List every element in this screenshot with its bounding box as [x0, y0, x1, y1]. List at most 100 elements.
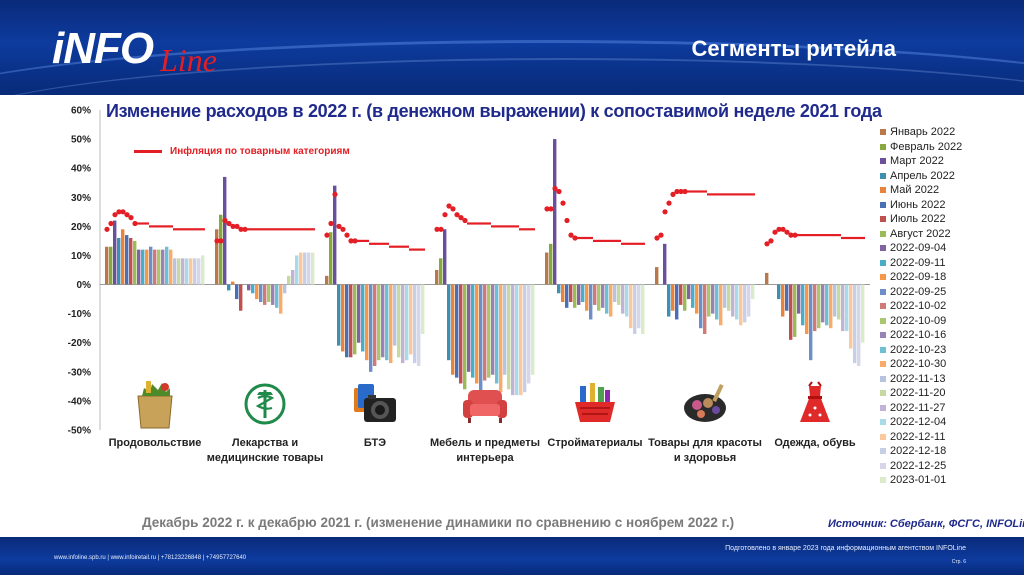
legend-swatch: [880, 390, 886, 397]
inflation-point: [352, 238, 358, 244]
legend-label: 2022-12-04: [890, 416, 947, 429]
inflation-point: [328, 220, 334, 227]
bar: [715, 284, 719, 320]
inflation-point: [682, 188, 688, 195]
bar: [105, 246, 109, 285]
inflation-point: [434, 226, 440, 232]
inflation-point: [132, 220, 138, 227]
legend-label: Июнь 2022: [890, 198, 946, 211]
y-tick-label: 60%: [71, 106, 91, 117]
bar: [109, 246, 113, 285]
bar: [413, 284, 417, 364]
inflation-point: [242, 226, 248, 232]
inflation-point: [564, 217, 570, 224]
inflation-point: [446, 203, 452, 209]
bar: [357, 284, 361, 343]
y-tick-label: 50%: [71, 135, 91, 146]
source-note: Источник: Сбербанк, ФСГС, INFOLine: [828, 518, 1024, 530]
inflation-point: [116, 209, 122, 215]
footer-banner: [0, 537, 1024, 575]
bar: [117, 238, 121, 285]
bar: [373, 284, 377, 366]
bar: [193, 258, 197, 285]
bar: [723, 284, 727, 308]
legend-label: Март 2022: [890, 155, 944, 168]
inflation-point: [662, 209, 668, 215]
legend-swatch: [880, 433, 886, 440]
inflation-point: [784, 229, 790, 235]
inflation-point: [678, 188, 684, 195]
legend-item: 2022-12-25: [880, 459, 990, 474]
legend-swatch: [880, 303, 886, 310]
legend-item: 2022-10-30: [880, 357, 990, 372]
legend-label: Август 2022: [890, 227, 951, 240]
bar: [601, 284, 605, 308]
bar: [141, 249, 145, 285]
subtitle-note: Декабрь 2022 г. к декабрю 2021 г. (измен…: [142, 515, 735, 530]
bar: [255, 284, 259, 300]
legend-label: 2022-09-18: [890, 271, 947, 284]
bar: [113, 220, 117, 285]
footer-prepared: Подготовлено в январе 2023 года информац…: [725, 545, 966, 552]
inflation-point: [556, 188, 562, 195]
bar: [421, 284, 425, 334]
bar: [353, 284, 357, 355]
bar: [683, 284, 687, 311]
bar: [181, 258, 185, 285]
legend-item: Январь 2022: [880, 125, 990, 140]
bar: [845, 284, 849, 332]
bar: [349, 284, 353, 358]
bar: [401, 284, 405, 364]
inflation-point: [438, 226, 444, 232]
footer-links[interactable]: www.infoline.spb.ru | www.infoiretail.ru…: [54, 555, 247, 561]
category-label: Продовольствие: [108, 437, 202, 449]
inflation-legend-line: [134, 150, 162, 153]
page-number: Стр. 6: [951, 559, 966, 565]
bar: [381, 284, 385, 358]
bar: [267, 284, 271, 302]
bar: [735, 284, 739, 320]
bar: [805, 284, 809, 334]
bar: [365, 284, 369, 361]
bar: [545, 252, 549, 285]
bar: [633, 284, 637, 334]
bar: [553, 139, 557, 285]
bar: [841, 284, 845, 332]
legend-item: Май 2022: [880, 183, 990, 198]
bar: [169, 249, 173, 285]
legend-label: 2022-09-11: [890, 256, 946, 269]
legend-label: Июль 2022: [890, 213, 946, 226]
bar: [507, 284, 511, 390]
y-tick-label: -10%: [68, 309, 91, 320]
legend-label: 2022-09-04: [890, 242, 947, 255]
legend-label: 2022-12-11: [890, 430, 946, 443]
legend-item: Апрель 2022: [880, 169, 990, 184]
header-banner: iNFO Line Сегменты ритейла: [0, 0, 1024, 95]
bar: [809, 284, 813, 361]
legend-label: 2022-12-25: [890, 459, 947, 472]
inflation-point: [674, 188, 680, 195]
inflation-point: [124, 212, 130, 218]
bar: [777, 284, 781, 300]
bar: [459, 284, 463, 384]
bar: [173, 258, 177, 285]
cosmetics-icon: [680, 378, 730, 430]
legend-item: 2022-11-13: [880, 372, 990, 387]
bar: [527, 284, 531, 384]
y-tick-label: -30%: [68, 367, 91, 378]
bar: [617, 284, 621, 305]
bar: [793, 284, 797, 337]
bar: [149, 246, 153, 285]
bar: [483, 284, 487, 381]
bar: [785, 284, 789, 311]
bar: [161, 249, 165, 285]
bar: [417, 284, 421, 366]
bar: [687, 284, 691, 300]
bar: [333, 185, 337, 285]
bar: [557, 284, 561, 294]
bar: [185, 258, 189, 285]
bar: [337, 284, 341, 346]
bar: [797, 284, 801, 314]
bar: [585, 284, 589, 311]
